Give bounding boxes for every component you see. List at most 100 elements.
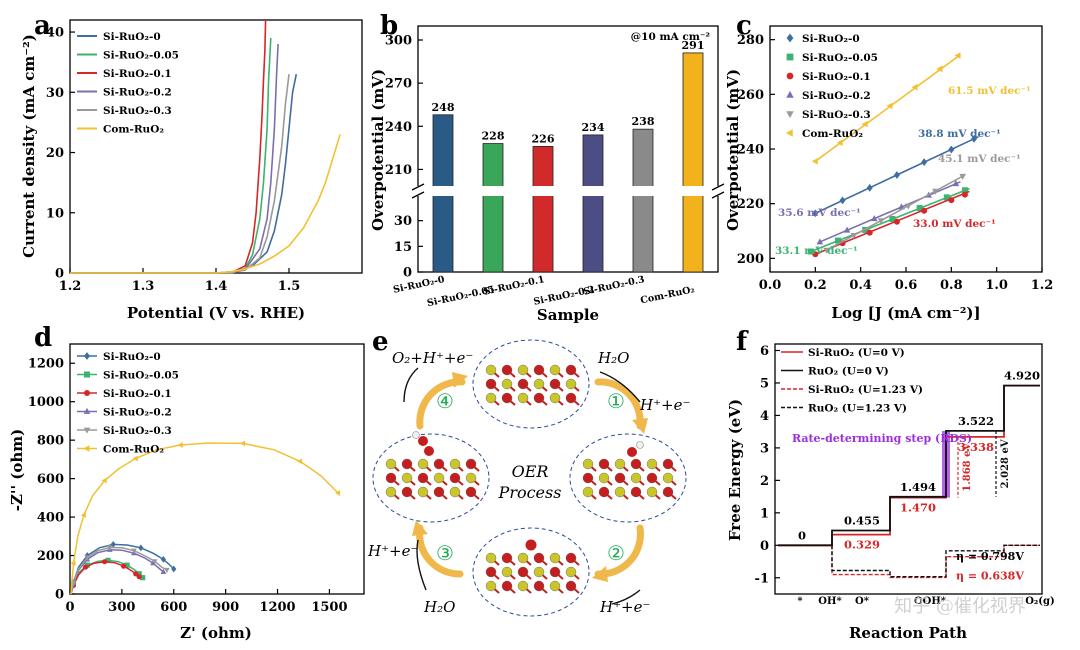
nyquist-point-4-9 <box>151 559 158 565</box>
category-label-4: Si-RuO₂-0.3 <box>583 274 646 298</box>
reaction-step-1: OH* <box>818 596 842 607</box>
d-ytick-label-0: 0 <box>55 588 64 603</box>
bar-1 <box>482 143 504 273</box>
slope-label-com: 61.5 mV dec⁻¹ <box>948 85 1031 97</box>
atom-3-2-2 <box>417 486 429 498</box>
atom-0-2-1 <box>501 392 513 404</box>
tafel-point-4-5 <box>959 173 966 180</box>
tafel-point-5-6 <box>954 52 961 59</box>
a-xtick-label-2: 1.4 <box>205 279 228 294</box>
category-label-0: Si-RuO₂-0 <box>392 274 446 296</box>
axis-break-marks <box>411 183 725 199</box>
atom-1-0-0 <box>582 458 594 470</box>
d-ytick-label-6: 1200 <box>28 357 64 372</box>
c-legend-marker-2 <box>786 72 794 80</box>
side-arrow-4 <box>403 367 419 403</box>
c-ytick-label-2: 240 <box>737 143 764 158</box>
c-ytick-label-3: 260 <box>737 88 764 103</box>
bar-2 <box>532 146 554 273</box>
arrow-head-3 <box>412 520 428 536</box>
atom-1-1-4 <box>646 472 658 484</box>
d-legend-marker-3 <box>83 407 91 414</box>
axis-ticks-a: 1.2 1.3 1.4 1.5 0 10 20 30 40 <box>46 26 300 294</box>
step-number-1: ① <box>607 389 625 413</box>
reaction-step-4: O₂(g) <box>1025 596 1055 607</box>
energy-profiles-f <box>778 384 1040 579</box>
nyquist-curve-3 <box>70 549 164 595</box>
atom-2-0-5 <box>565 552 577 564</box>
a-ytick-label-1: 10 <box>46 206 64 221</box>
d-ytick-label-4: 800 <box>37 434 64 449</box>
nyquist-point-0-7 <box>138 544 144 552</box>
oer-label-line1: OER <box>512 462 549 481</box>
nyquist-point-2-7 <box>121 563 127 569</box>
lsv-curve-2 <box>70 19 267 274</box>
atom-3-0-2 <box>417 458 429 470</box>
catalyst-model-2 <box>472 527 590 617</box>
atom-2-0-1 <box>501 552 513 564</box>
a-legend-label-4: Si-RuO₂-0.3 <box>103 105 172 117</box>
atom-0-2-5 <box>565 392 577 404</box>
c-ytick-label-4: 280 <box>737 33 764 48</box>
atom-2-1-4 <box>549 566 561 578</box>
x-axis-label-d: Z' (ohm) <box>180 624 252 642</box>
nyquist-point-1-5 <box>105 557 111 563</box>
nyquist-point-4-11 <box>163 567 170 574</box>
label-proton-1: H⁺+e⁻ <box>639 396 690 414</box>
nyquist-point-0-9 <box>160 556 166 563</box>
nyquist-point-5-5 <box>101 477 107 484</box>
axis-ticks-c: 0.0 0.2 0.4 0.6 0.8 1.0 1.2 200 220 240 260 280 <box>737 33 1053 293</box>
a-legend-label-5: Com-RuO₂ <box>103 124 164 136</box>
c-xtick-label-4: 0.8 <box>940 278 963 293</box>
plot-frame-d <box>69 343 365 595</box>
a-xtick-label-1: 1.3 <box>132 279 155 294</box>
nyquist-point-1-7 <box>124 562 130 568</box>
axis-ticks-d: 0 300 600 900 1200 1500 0 200 400 600 800 1000 1200 <box>28 357 348 615</box>
legend-c: Si-RuO₂-0 Si-RuO₂-0.05 Si-RuO₂-0.1 Si-RuO₂-… <box>785 33 878 140</box>
atom-3-1-1 <box>401 472 413 484</box>
f-ytick-label-5: 4 <box>760 409 769 424</box>
b-upper-ytick-label-2: 270 <box>385 77 412 92</box>
tafel-point-5-0 <box>811 158 818 165</box>
nyquist-point-3-11 <box>160 568 167 574</box>
atom-3-2-4 <box>449 486 461 498</box>
d-legend-label-2: Si-RuO₂-0.1 <box>103 388 172 400</box>
reaction-step-labels: * OH* O* OOH* O₂(g) <box>797 596 1054 607</box>
bar-3 <box>582 134 604 273</box>
bar-value-label-0: 248 <box>432 101 455 114</box>
y-axis-label-b: Overpotential (mV) <box>369 69 387 231</box>
nyquist-point-5-1 <box>70 560 76 567</box>
atom-2-1-2 <box>517 566 529 578</box>
c-ytick-label-0: 200 <box>737 252 764 267</box>
y-axis-label-c: Overpotential (mV) <box>724 69 742 231</box>
atom-2-2-2 <box>517 580 529 592</box>
step-number-2: ② <box>607 541 625 565</box>
nyquist-point-2-9 <box>133 571 139 577</box>
reaction-step-3: OOH* <box>914 596 947 607</box>
side-arrow-1 <box>599 371 641 403</box>
nyquist-point-5-15 <box>334 490 341 496</box>
atom-1-0-5 <box>662 458 674 470</box>
tafel-point-0-6 <box>971 134 977 143</box>
b-upper-ytick-label-0: 210 <box>385 163 412 178</box>
reaction-step-2: O* <box>855 596 870 607</box>
f-legend-label-3: RuO₂ (U=1.23 V) <box>808 403 907 415</box>
adsorbed-ooh-oxygen-2 <box>418 436 428 446</box>
panel-letter-a: a <box>34 11 51 41</box>
atom-1-2-4 <box>646 486 658 498</box>
tafel-point-4-0 <box>823 247 830 254</box>
atom-1-2-5 <box>662 486 674 498</box>
catalyst-model-3 <box>372 431 490 523</box>
atom-1-1-5 <box>662 472 674 484</box>
watermark: 知乎 @催化视界 <box>894 596 1026 617</box>
atom-2-1-0 <box>485 566 497 578</box>
level-label-black-2: 3.522 <box>958 414 994 428</box>
d-ytick-label-2: 400 <box>37 511 64 526</box>
label-proton-3: H⁺+e⁻ <box>367 542 418 560</box>
f-ytick-label-3: 2 <box>760 474 769 489</box>
atom-0-1-0 <box>485 378 497 390</box>
atom-2-1-5 <box>565 566 577 578</box>
axis-break-gap <box>414 186 722 196</box>
tafel-point-3-5 <box>952 180 960 187</box>
